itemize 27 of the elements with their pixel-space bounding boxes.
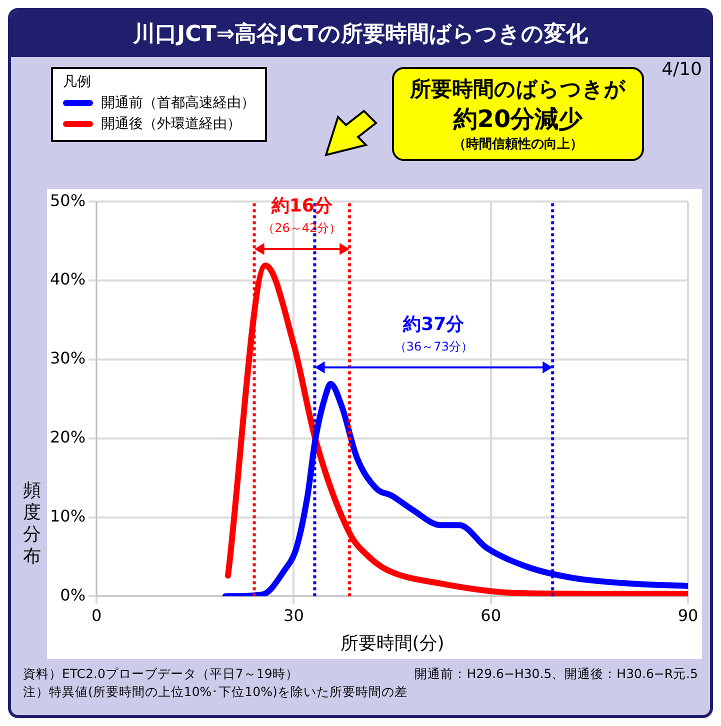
text: （時間信頼性の向上） — [452, 136, 584, 153]
annotation: （26～42分） — [262, 221, 342, 236]
y-axis-title: 頻度分布 — [22, 480, 42, 568]
text: 約20分減少 — [452, 104, 584, 135]
y-tick-label: 10% — [50, 506, 86, 526]
x-tick-label: 60 — [480, 606, 502, 625]
text: 開通前：H29.6−H30.5、開通後：H30.6−R元.5 — [414, 665, 698, 683]
legend-title: 凡例 — [63, 73, 92, 91]
annotation: 約16分 — [270, 196, 334, 217]
text: 資料）ETC2.0プローブデータ（平日7～19時） — [23, 665, 298, 683]
text: 注）特異値(所要時間の上位10%･下位10%)を除いた所要時間の差 — [23, 683, 408, 701]
legend-label: 開通後（外環道経由） — [101, 115, 241, 133]
x-tick-label: 30 — [284, 606, 304, 625]
y-tick-label: 30% — [50, 348, 86, 368]
chart-title: 川口JCT⇒高谷JCTの所要時間ばらつきの変化 — [11, 11, 710, 57]
annotation: （36～73分） — [394, 339, 473, 354]
y-tick-label: 0% — [60, 585, 86, 604]
y-tick-label: 20% — [50, 428, 86, 447]
text: 4/10 — [662, 59, 702, 80]
legend-label: 開通前（首都高速経由） — [101, 94, 255, 112]
y-tick-label: 50% — [50, 190, 86, 210]
annotation: 約37分 — [402, 314, 466, 336]
text: 所要時間のばらつきが — [410, 76, 626, 103]
x-tick-label: 90 — [678, 606, 698, 625]
y-tick-label: 40% — [50, 270, 86, 289]
x-axis-title: 所要時間(分) — [340, 632, 444, 654]
x-tick-label: 0 — [91, 606, 102, 625]
